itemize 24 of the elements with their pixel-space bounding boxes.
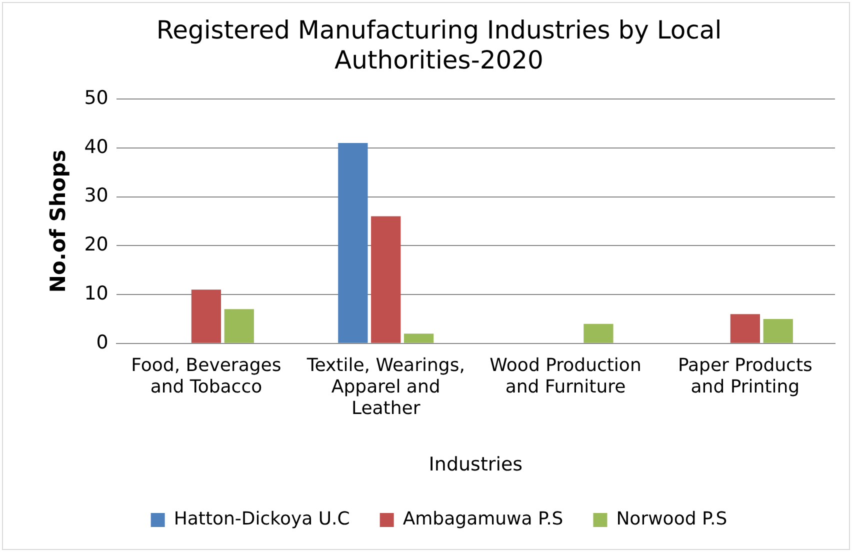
legend-label: Norwood P.S (616, 508, 728, 530)
bar (404, 334, 434, 343)
y-tick-label: 30 (84, 184, 108, 207)
y-tick-label: 40 (84, 136, 108, 158)
x-tick-label: Textile, Wearings, Apparel and Leather (306, 354, 465, 420)
bar (338, 142, 368, 343)
bar (763, 318, 793, 343)
y-axis-title: No.of Shops (46, 150, 70, 293)
x-tick-label: Wood Production and Furniture (490, 354, 642, 398)
x-tick-label: Food, Beverages and Tobacco (131, 354, 282, 398)
legend-label: Hatton-Dickoya U.C (174, 508, 350, 530)
bar (584, 324, 614, 343)
legend-label: Ambagamuwa P.S (402, 508, 564, 530)
chart-title: Registered Manufacturing Industries by Local Authorities-2020 (156, 16, 722, 74)
y-tick-label: 0 (96, 331, 108, 354)
y-tick-label: 50 (84, 86, 108, 109)
y-tick-label: 10 (84, 282, 108, 304)
x-axis-title: Industries (428, 454, 523, 476)
x-tick-label: Paper Products and Printing (678, 354, 812, 398)
bar (730, 314, 760, 343)
y-tick-label: 20 (84, 234, 108, 256)
bar (224, 309, 254, 343)
bar (371, 216, 401, 343)
bar (191, 290, 222, 343)
